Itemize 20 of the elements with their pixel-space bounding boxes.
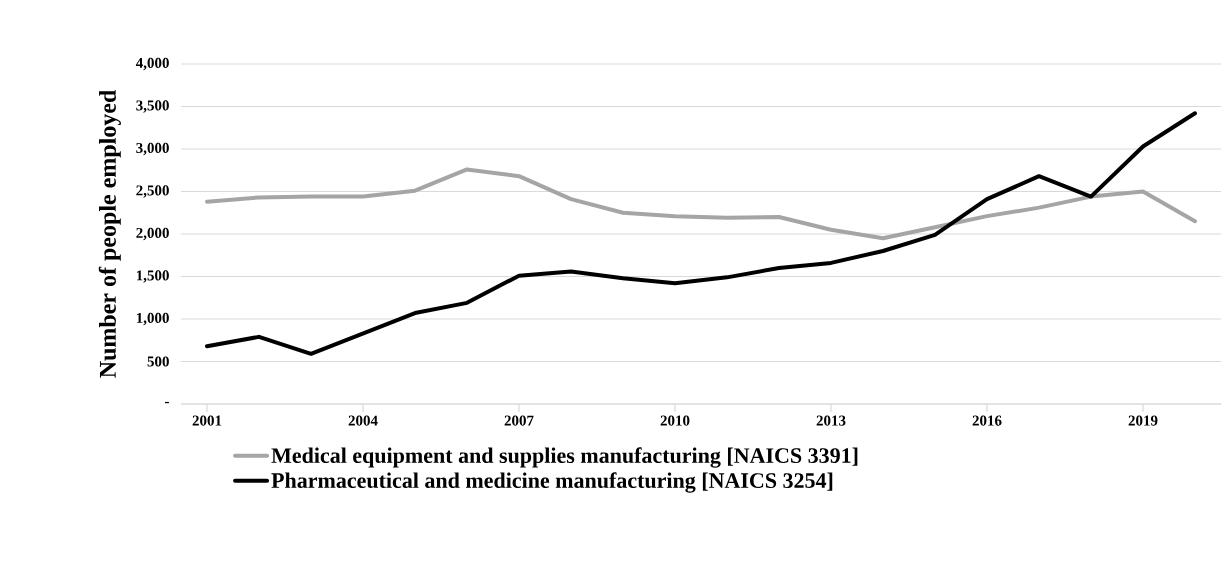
y-tick-label: 1,500 xyxy=(136,270,169,283)
x-tick-label: 2007 xyxy=(504,415,534,426)
x-tick-label: 2016 xyxy=(972,415,1002,426)
x-tick-label: 2019 xyxy=(1128,415,1158,426)
y-tick-label: 3,000 xyxy=(136,142,169,156)
y-axis-title: Number of people employed xyxy=(98,89,121,378)
y-tick-label: 2,000 xyxy=(136,227,169,241)
legend-label: Pharmaceutical and medicine manufacturing [NAICS 3254] xyxy=(271,472,833,493)
x-tick-label: 2010 xyxy=(660,415,690,426)
y-tick-label: 3,500 xyxy=(136,100,169,113)
line-series xyxy=(205,167,1197,241)
x-tick-label: 2004 xyxy=(348,415,378,426)
y-tick-label: 500 xyxy=(147,356,169,367)
x-tick-label: 2001 xyxy=(192,415,222,426)
y-tick-label: 2,500 xyxy=(136,185,169,198)
y-tick-label: 4,000 xyxy=(135,57,169,71)
legend-label: Medical equipment and supplies manufacturing [NAICS 3391] xyxy=(271,447,858,468)
x-tick-label: 2013 xyxy=(816,415,846,426)
y-tick-label: 1,000 xyxy=(136,312,169,326)
y-tick-label: - xyxy=(165,401,169,404)
